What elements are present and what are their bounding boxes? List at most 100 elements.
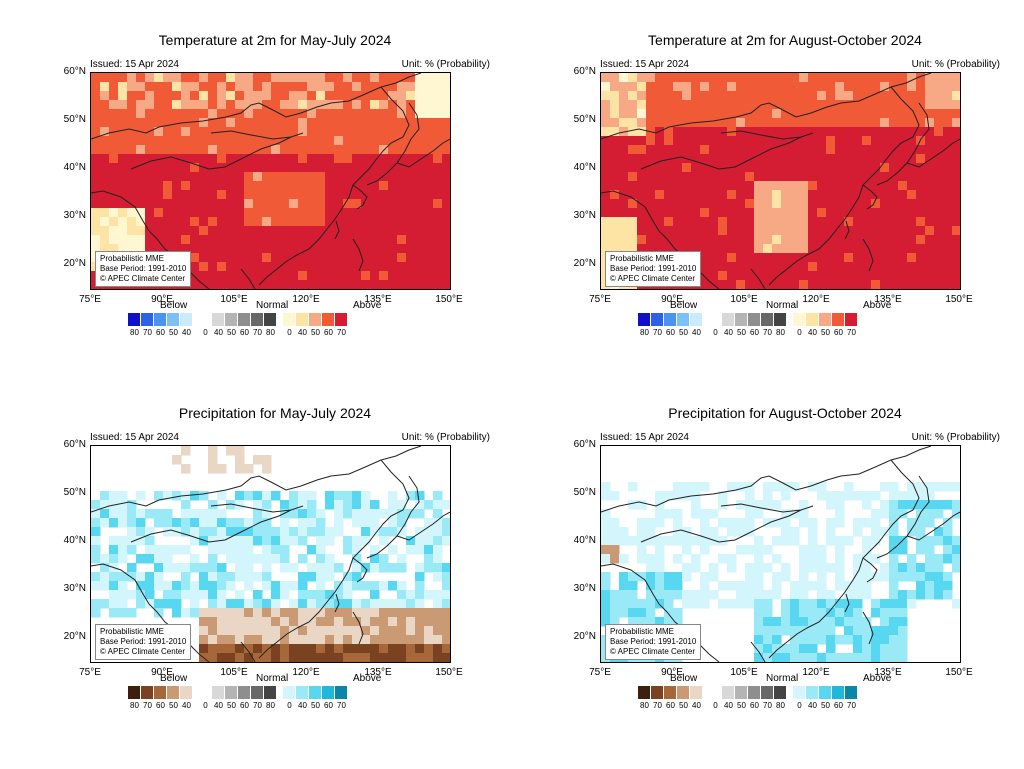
probability-cell (646, 599, 656, 609)
probability-cell (298, 163, 308, 173)
probability-cell (925, 253, 935, 263)
probability-cell (772, 554, 782, 564)
probability-cell (646, 217, 656, 227)
latitude-tick: 50°N (573, 487, 596, 498)
probability-cell (334, 181, 344, 191)
probability-cell (415, 563, 425, 573)
probability-cell (808, 172, 818, 182)
probability-cell (718, 109, 728, 119)
probability-cell (100, 509, 110, 519)
legend-swatch (180, 313, 193, 326)
probability-cell (235, 635, 245, 645)
probability-cell (691, 172, 701, 182)
probability-cell (682, 244, 692, 254)
probability-cell (145, 226, 155, 236)
probability-cell (871, 163, 881, 173)
probability-cell (442, 635, 450, 645)
probability-cell (361, 253, 371, 263)
probability-cell (871, 100, 881, 110)
probability-cell (307, 262, 317, 272)
probability-cell (352, 199, 362, 209)
probability-cell (433, 109, 443, 119)
legend-swatch (651, 313, 664, 326)
probability-cell (934, 554, 944, 564)
probability-cell (862, 73, 872, 83)
probability-cell (262, 271, 272, 281)
probability-cell (433, 590, 443, 600)
probability-cell (91, 172, 101, 182)
probability-cell (637, 244, 647, 254)
probability-cell (235, 545, 245, 555)
probability-cell (862, 590, 872, 600)
probability-cell (235, 599, 245, 609)
probability-cell (109, 491, 119, 501)
probability-cell (862, 536, 872, 546)
probability-cell (853, 91, 863, 101)
probability-cell (880, 172, 890, 182)
probability-cell (907, 482, 917, 492)
longitude-tick: 150°E (435, 667, 463, 678)
probability-cell (808, 136, 818, 146)
probability-cell (664, 82, 674, 92)
probability-cell (943, 217, 953, 227)
probability-cell (235, 518, 245, 528)
probability-cell (655, 145, 665, 155)
probability-cell (916, 199, 926, 209)
probability-cell (826, 518, 836, 528)
probability-cell (316, 109, 326, 119)
probability-cell (817, 181, 827, 191)
probability-cell (253, 244, 263, 254)
probability-cell (253, 527, 263, 537)
probability-cell (898, 217, 908, 227)
probability-cell (442, 262, 450, 272)
probability-cell (700, 536, 710, 546)
probability-cell (880, 82, 890, 92)
probability-cell (253, 82, 263, 92)
probability-cell (916, 118, 926, 128)
probability-cell (682, 181, 692, 191)
probability-cell (136, 109, 146, 119)
probability-cell (118, 509, 128, 519)
probability-cell (199, 590, 209, 600)
probability-cell (601, 190, 611, 200)
probability-cell (127, 590, 137, 600)
legend-swatch (793, 686, 806, 699)
probability-cell (181, 136, 191, 146)
probability-cell (163, 208, 173, 218)
probability-cell (415, 118, 425, 128)
probability-cell (289, 500, 299, 510)
probability-cell (208, 500, 218, 510)
probability-cell (253, 100, 263, 110)
probability-cell (109, 154, 119, 164)
probability-cell (316, 581, 326, 591)
probability-cell (799, 172, 809, 182)
probability-cell (325, 208, 335, 218)
probability-cell (190, 536, 200, 546)
probability-cell (898, 226, 908, 236)
probability-cell (109, 244, 119, 254)
probability-cell (370, 109, 380, 119)
probability-cell (424, 145, 434, 155)
legend-swatches (128, 686, 348, 699)
probability-cell (673, 491, 683, 501)
probability-cell (415, 145, 425, 155)
probability-cell (700, 244, 710, 254)
probability-cell (172, 145, 182, 155)
legend-tick: 50 (821, 701, 830, 710)
probability-cell (727, 199, 737, 209)
probability-cell (172, 226, 182, 236)
probability-cell (262, 464, 272, 474)
probability-cell (352, 154, 362, 164)
probability-cell (433, 262, 443, 272)
probability-cell (433, 500, 443, 510)
probability-cell (700, 100, 710, 110)
probability-cell (388, 172, 398, 182)
probability-cell (853, 226, 863, 236)
probability-cell (118, 217, 128, 227)
probability-cell (736, 590, 746, 600)
probability-cell (163, 154, 173, 164)
latitude-tick: 40°N (573, 162, 596, 173)
probability-cell (442, 572, 450, 582)
probability-cell (916, 590, 926, 600)
probability-cell (889, 118, 899, 128)
